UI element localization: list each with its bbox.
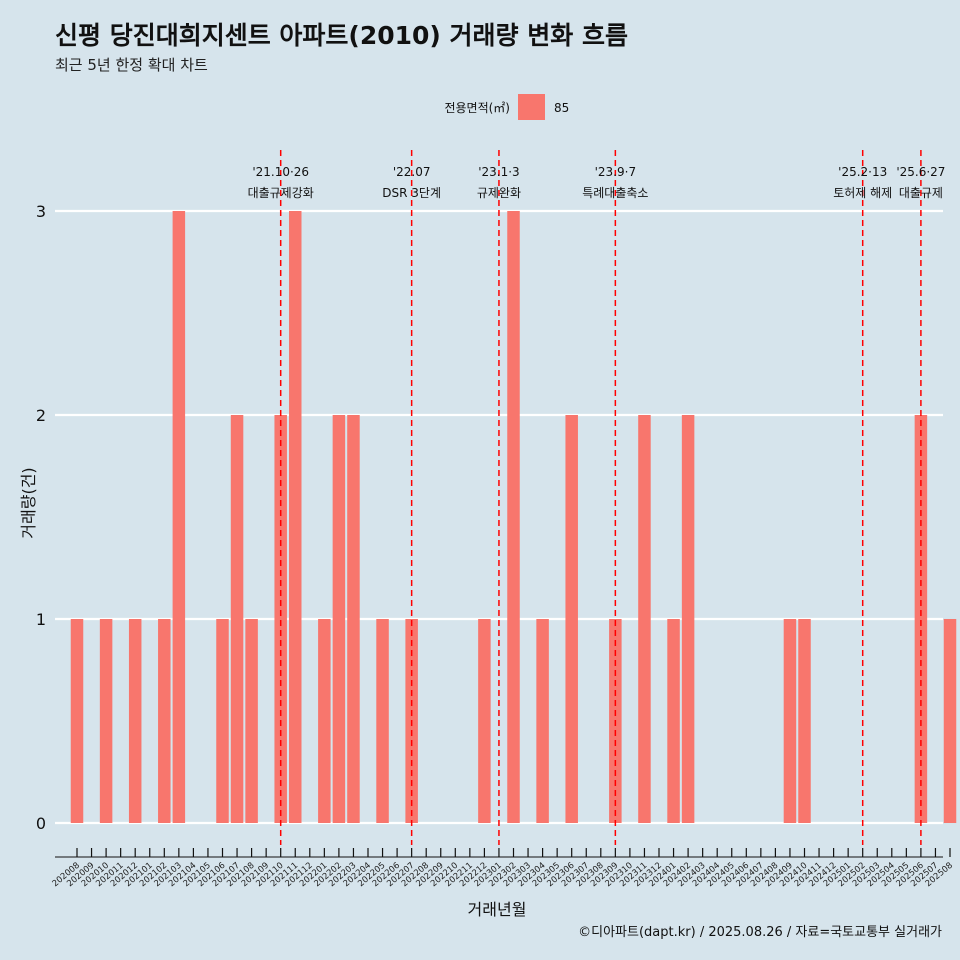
- event-date: '23.9·7: [595, 165, 636, 179]
- bar-202410: [798, 619, 811, 823]
- axis-layer: 2020082020092020102020112020122021012021…: [51, 848, 955, 889]
- bar-202201: [318, 619, 331, 823]
- bar-202111: [289, 211, 302, 823]
- x-axis-label: 거래년월: [468, 900, 527, 919]
- bar-202401: [667, 619, 680, 823]
- legend-entry-85: 85: [554, 101, 569, 115]
- legend: 전용면적(㎡) 85: [444, 94, 569, 120]
- bar-202203: [347, 415, 360, 823]
- event-layer: '21.10·26 대출규제강화 '22.07 DSR 3단계 '23.1·3 규제완화 '…: [248, 150, 945, 845]
- event-date: '25.6·27: [896, 165, 945, 179]
- bar-202302: [507, 211, 520, 823]
- bar-202012: [128, 619, 142, 823]
- bar-202402: [681, 415, 695, 823]
- bar-202506: [914, 415, 928, 823]
- event-label: 특례대출축소: [582, 186, 648, 200]
- bar-202304: [536, 619, 549, 823]
- bar-202212: [478, 619, 491, 823]
- event-label: 대출규제강화: [248, 186, 314, 200]
- bar-202110: [274, 415, 287, 823]
- event-label: 규제완화: [477, 186, 521, 200]
- y-tick-label: 3: [36, 202, 46, 221]
- bar-202102: [158, 619, 171, 823]
- chart-title: 신평 당진대희지센트 아파트(2010) 거래량 변화 흐름: [55, 21, 628, 50]
- bar-202205: [376, 619, 389, 823]
- chart-subtitle: 최근 5년 한정 확대 차트: [55, 56, 208, 74]
- bar-202010: [99, 619, 113, 823]
- y-tick-label: 1: [36, 610, 46, 629]
- bar-202508: [943, 619, 957, 823]
- y-tick-label: 0: [36, 814, 46, 833]
- bar-202311: [638, 415, 651, 823]
- bar-202106: [216, 619, 229, 823]
- bar-202409: [783, 619, 797, 823]
- event-label: DSR 3단계: [382, 186, 441, 200]
- event-date: '23.1·3: [478, 165, 519, 179]
- bar-202306: [565, 415, 578, 823]
- event-date: '25.2·13: [838, 165, 887, 179]
- bar-202008: [70, 619, 84, 823]
- y-tick-label: 2: [36, 406, 46, 425]
- y-axis-label: 거래량(건): [19, 467, 38, 538]
- bar-202107: [230, 415, 244, 823]
- event-date: '21.10·26: [252, 165, 309, 179]
- caption: ©디아파트(dapt.kr) / 2025.08.26 / 자료=국토교통부 실…: [578, 925, 942, 940]
- event-date: '22.07: [393, 165, 431, 179]
- legend-title: 전용면적(㎡): [444, 101, 510, 115]
- bar-layer: [70, 211, 957, 823]
- bar-202202: [332, 415, 346, 823]
- bar-202103: [172, 211, 186, 823]
- event-label: 토허제 해제: [833, 186, 892, 200]
- bar-202108: [245, 619, 258, 823]
- event-label: 대출규제: [899, 186, 943, 200]
- legend-swatch: [518, 94, 545, 120]
